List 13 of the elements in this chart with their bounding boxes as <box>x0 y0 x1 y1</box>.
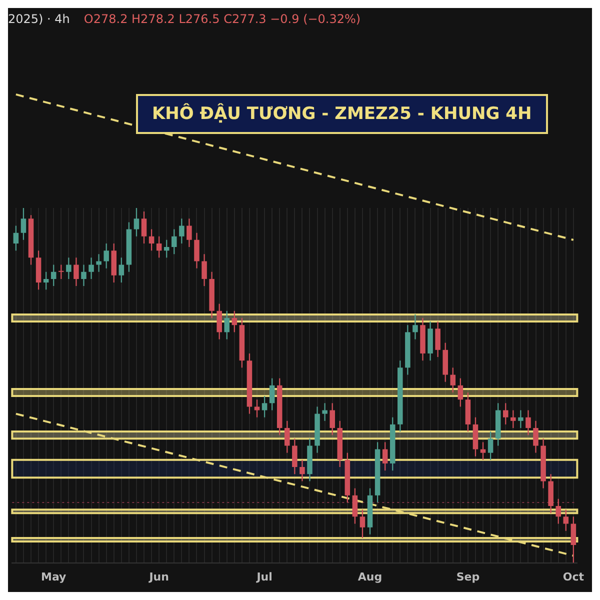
x-tick-label: Jun <box>148 570 169 584</box>
x-tick-label: Aug <box>358 570 382 584</box>
x-tick-label: Sep <box>456 570 480 584</box>
x-tick-label: May <box>41 570 66 584</box>
text: 2025) · 4h <box>8 12 70 26</box>
candlestick <box>412 314 418 340</box>
candlestick <box>518 410 524 428</box>
text: O278.2 H278.2 L276.5 C277.3 −0.9 (−0.32%) <box>84 12 361 26</box>
chart-title: KHÔ ĐẬU TƯƠNG - ZMEZ25 - KHUNG 4H <box>136 94 548 134</box>
candlestick <box>96 254 102 272</box>
candlestick <box>88 258 94 279</box>
x-tick-label: Jul <box>256 570 272 584</box>
x-tick-label: Oct <box>562 570 584 584</box>
